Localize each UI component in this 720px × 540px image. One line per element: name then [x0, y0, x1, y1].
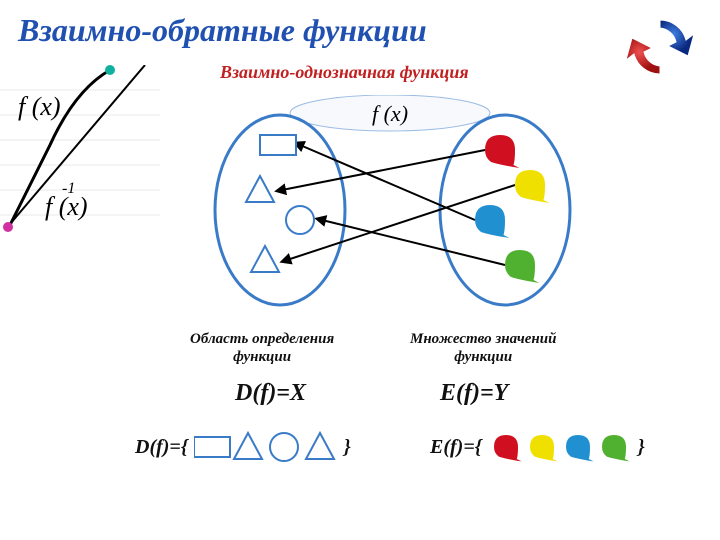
set-prefix: E(f)={ [430, 436, 482, 459]
page-title: Взаимно-обратные функции [18, 12, 427, 49]
domain-shapes-icon [194, 430, 338, 464]
caption-range: Множество значенийфункции [410, 330, 556, 366]
svg-text:f (x): f (x) [18, 92, 61, 121]
graph-thumbnail: f (x) f (x) -1 [0, 65, 160, 235]
set-prefix: D(f)={ [135, 436, 188, 459]
formula-range: E(f)=Y [440, 380, 508, 407]
circular-arrows-icon [620, 12, 700, 82]
subtitle: Взаимно-однозначная функция [220, 62, 469, 83]
svg-text:f (x): f (x) [372, 101, 408, 126]
mapping-diagram: f (x) [200, 95, 580, 325]
range-blobs-icon [488, 430, 632, 464]
caption-domain: Область определенияфункции [190, 330, 334, 366]
svg-text:-1: -1 [62, 180, 75, 197]
set-suffix: } [638, 436, 645, 459]
formula-domain: D(f)=X [235, 380, 306, 407]
set-domain: D(f)={} [135, 430, 351, 464]
set-range: E(f)={} [430, 430, 645, 464]
set-suffix: } [344, 436, 351, 459]
